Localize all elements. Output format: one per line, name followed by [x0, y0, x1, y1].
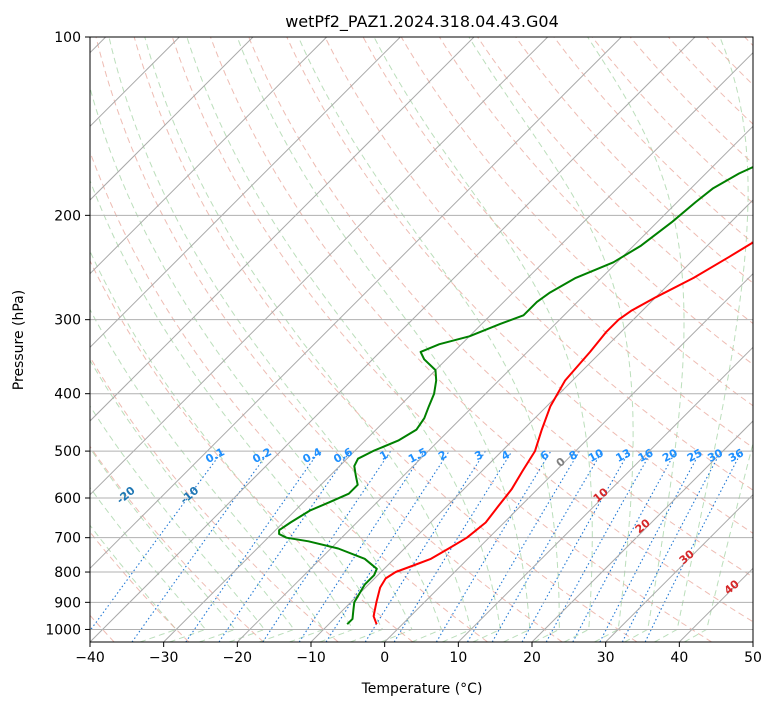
- y-tick-label: 800: [54, 565, 81, 581]
- mixing-ratio-line: [90, 450, 223, 632]
- mixing-ratio-line: [185, 450, 320, 642]
- isotherm-line: [752, 641, 753, 642]
- moist-adiabat-line: [90, 179, 384, 642]
- y-tick-label: 700: [54, 531, 81, 547]
- y-axis: 1000 900 800 700 600 500 400 300 200 100: [45, 30, 90, 638]
- isotherms: [90, 37, 753, 642]
- x-tick-label: 10: [449, 650, 467, 666]
- chart-title: wetPf2_PAZ1.2024.318.04.43.G04: [285, 12, 559, 32]
- moist-adiabat-line: [654, 37, 749, 642]
- mixing-ratio-line: [644, 450, 743, 642]
- isotherm-line: [90, 37, 622, 570]
- x-tick-label: −10: [296, 650, 326, 666]
- dry-adiabat-line: [248, 37, 753, 578]
- mixing-ratio-label: 13: [614, 446, 634, 465]
- mixing-ratio-label: 20: [660, 446, 680, 465]
- dry-adiabat-line: [324, 37, 753, 491]
- x-tick-label: 20: [523, 650, 541, 666]
- mixing-ratio-line: [325, 450, 450, 642]
- y-tick-label: 400: [54, 387, 81, 403]
- x-tick-label: −20: [223, 650, 253, 666]
- dry-adiabat-line: [133, 37, 638, 642]
- profile-series-line: [278, 165, 753, 625]
- x-tick-label: 50: [744, 650, 762, 666]
- x-tick-label: −30: [149, 650, 179, 666]
- y-tick-label: 500: [54, 444, 81, 460]
- x-tick-label: −40: [75, 650, 105, 666]
- dry-adiabat-line: [591, 37, 753, 204]
- isotherm-line: [90, 37, 254, 201]
- mixing-ratio-line: [131, 450, 270, 642]
- y-tick-label: 1000: [45, 622, 81, 638]
- mixing-ratio-label: 30: [705, 446, 725, 465]
- y-tick-label: 900: [54, 595, 81, 611]
- isotherm-line: [90, 37, 475, 422]
- isotherm-line: [90, 37, 549, 496]
- mixing-ratio-line: [521, 450, 630, 642]
- dry-adiabat-line: [90, 259, 414, 642]
- dry-adiabat-line: [477, 37, 753, 325]
- moist-adiabat-line: [90, 86, 413, 642]
- moist-adiabat-line: [144, 37, 472, 642]
- y-tick-label: 200: [54, 208, 81, 224]
- y-axis-label: Pressure (hPa): [11, 290, 27, 390]
- pressure-gridlines: [90, 37, 753, 630]
- moist-adiabat-line: [587, 37, 685, 642]
- dry-adiabat-line: [171, 37, 712, 642]
- profile-series: [278, 165, 753, 625]
- dry-adiabat-line: [95, 37, 563, 642]
- mixing-ratio-label: 25: [685, 446, 705, 465]
- moist-adiabat-line: [108, 37, 443, 642]
- isotherm-line: [457, 346, 753, 642]
- isotherm-line: [90, 37, 401, 349]
- plot-area: 0.10.20.40.611.52346810131620253036-100-…: [0, 37, 753, 642]
- dry-adiabat-line: [210, 37, 753, 623]
- x-tick-label: 0: [380, 650, 389, 666]
- dry-adiabat-line: [515, 37, 753, 284]
- isotherm-line: [163, 51, 753, 642]
- y-tick-label: 100: [54, 30, 81, 46]
- y-tick-label: 300: [54, 313, 81, 329]
- moist-adiabat-line: [373, 37, 593, 642]
- moist-adiabat-line: [90, 308, 325, 642]
- dry-adiabat-line: [400, 37, 753, 407]
- isotherm-line: [90, 37, 328, 275]
- x-axis: −40 −30 −20 −10 0 10 20 30 40 50: [75, 642, 762, 666]
- isotherm-line: [90, 37, 696, 642]
- moist-adiabat-line: [684, 441, 753, 642]
- dry-adiabats: [90, 37, 753, 642]
- x-tick-label: 30: [597, 650, 615, 666]
- isotherm-line: [531, 420, 753, 642]
- moist-adiabat-line: [90, 447, 237, 642]
- mixing-ratio-line: [298, 450, 425, 642]
- dry-adiabat-line: [629, 37, 753, 165]
- mixing-ratio-line: [262, 450, 392, 642]
- isotherm-line: [384, 272, 753, 642]
- y-tick-label: 600: [54, 491, 81, 507]
- moist-adiabat-line: [236, 37, 531, 642]
- isotherm-line: [605, 493, 753, 642]
- moist-adiabat-line: [90, 359, 295, 642]
- mixing-ratio-label: 36: [726, 446, 746, 465]
- mixing-ratio-line: [545, 450, 653, 642]
- mixing-ratio-label: 16: [636, 446, 656, 465]
- isotherm-line: [236, 125, 753, 642]
- mixing-ratio-line: [393, 450, 513, 642]
- x-tick-label: 40: [670, 650, 688, 666]
- mixing-ratio-line: [218, 450, 351, 642]
- dry-adiabat-label: -40: [0, 484, 11, 507]
- x-axis-label: Temperature (°C): [361, 681, 483, 697]
- mixing-ratio-label: 10: [586, 446, 606, 465]
- plot-frame: [89, 36, 754, 643]
- moist-adiabat-line: [186, 37, 501, 642]
- profile-series-line: [372, 241, 753, 625]
- mixing-ratio-line: [572, 450, 677, 642]
- mixing-ratio-lines: [90, 450, 743, 642]
- plot-background: [90, 37, 753, 642]
- moist-adiabat-line: [90, 405, 266, 642]
- moist-adiabats: [90, 37, 753, 642]
- dry-adiabat-line: [90, 445, 264, 642]
- isotherm-line: [310, 199, 753, 642]
